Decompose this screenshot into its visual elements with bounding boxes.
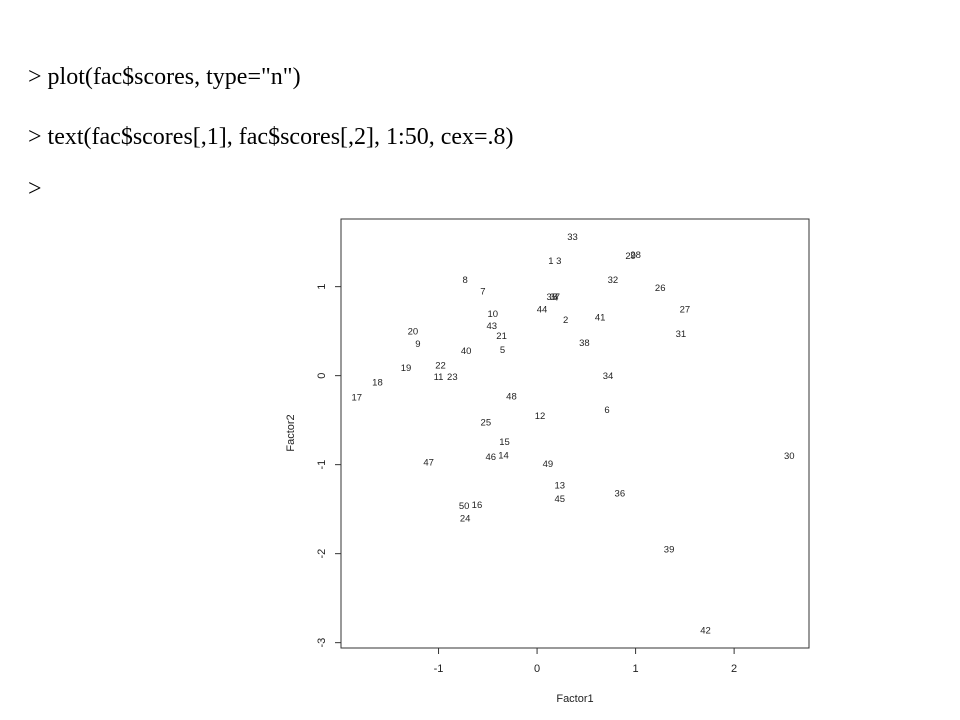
point-label: 19 xyxy=(401,363,412,374)
point-label: 12 xyxy=(535,411,546,422)
point-label: 30 xyxy=(784,451,795,462)
point-label: 20 xyxy=(408,327,419,338)
y-tick-label: -1 xyxy=(316,460,328,470)
point-label: 45 xyxy=(554,494,565,505)
point-label: 44 xyxy=(537,304,548,315)
point-label: 38 xyxy=(579,338,590,349)
point-label: 47 xyxy=(423,457,434,468)
point-label: 1 xyxy=(548,256,553,267)
point-label: 41 xyxy=(595,312,606,323)
point-label: 17 xyxy=(351,392,362,403)
point-label: 8 xyxy=(462,275,467,286)
point-label: 36 xyxy=(615,489,626,500)
plot-box xyxy=(340,218,810,649)
point-label: 43 xyxy=(486,321,497,332)
point-label: 21 xyxy=(496,331,507,342)
x-tick-label: 1 xyxy=(633,663,639,675)
point-label: 34 xyxy=(603,371,614,382)
x-tick-label: 0 xyxy=(534,663,540,675)
point-label: 33 xyxy=(567,232,578,243)
point-label: 26 xyxy=(655,283,666,294)
y-axis-label: Factor2 xyxy=(285,414,297,451)
x-tick-label: -1 xyxy=(434,663,444,675)
point-label: 2 xyxy=(563,315,568,326)
point-label: 46 xyxy=(485,452,496,463)
y-tick-label: 1 xyxy=(316,284,328,290)
point-label: 25 xyxy=(481,417,492,428)
point-label: 27 xyxy=(680,304,691,315)
x-axis-label: Factor1 xyxy=(556,693,593,705)
point-label: 16 xyxy=(472,500,483,511)
console-line: > plot(fac$scores, type="n") xyxy=(28,64,301,90)
point-label: 28 xyxy=(630,250,641,261)
point-label: 14 xyxy=(498,450,509,461)
point-label: 15 xyxy=(499,437,510,448)
point-label: 48 xyxy=(506,392,517,403)
point-label: 3 xyxy=(556,256,561,267)
point-label: 18 xyxy=(372,377,383,388)
y-tick-label: -2 xyxy=(316,549,328,559)
point-label: 24 xyxy=(460,513,471,524)
point-label: 5 xyxy=(500,345,505,356)
point-label: 4 xyxy=(553,293,558,304)
y-tick-label: -3 xyxy=(316,638,328,648)
point-label: 9 xyxy=(415,339,420,350)
point-label: 29 xyxy=(625,251,636,262)
console-line: > xyxy=(28,176,42,202)
point-label: 49 xyxy=(543,459,554,470)
point-label: 6 xyxy=(604,405,609,416)
point-label: 22 xyxy=(435,360,446,371)
x-tick-label: 2 xyxy=(731,663,737,675)
point-label: 11 xyxy=(434,372,444,383)
point-label: 31 xyxy=(676,329,687,340)
point-label: 10 xyxy=(487,309,498,320)
point-label: 42 xyxy=(700,626,711,637)
point-label: 13 xyxy=(554,481,565,492)
point-label: 40 xyxy=(461,346,472,357)
point-label: 35 xyxy=(547,292,558,303)
console-line: > text(fac$scores[,1], fac$scores[,2], 1… xyxy=(28,124,514,150)
point-label: 23 xyxy=(447,372,458,383)
y-tick-label: 0 xyxy=(316,373,328,379)
point-label: 39 xyxy=(664,545,675,556)
point-label: 37 xyxy=(550,292,561,303)
point-label: 7 xyxy=(480,286,485,297)
point-label: 32 xyxy=(608,275,619,286)
point-label: 50 xyxy=(459,501,470,512)
